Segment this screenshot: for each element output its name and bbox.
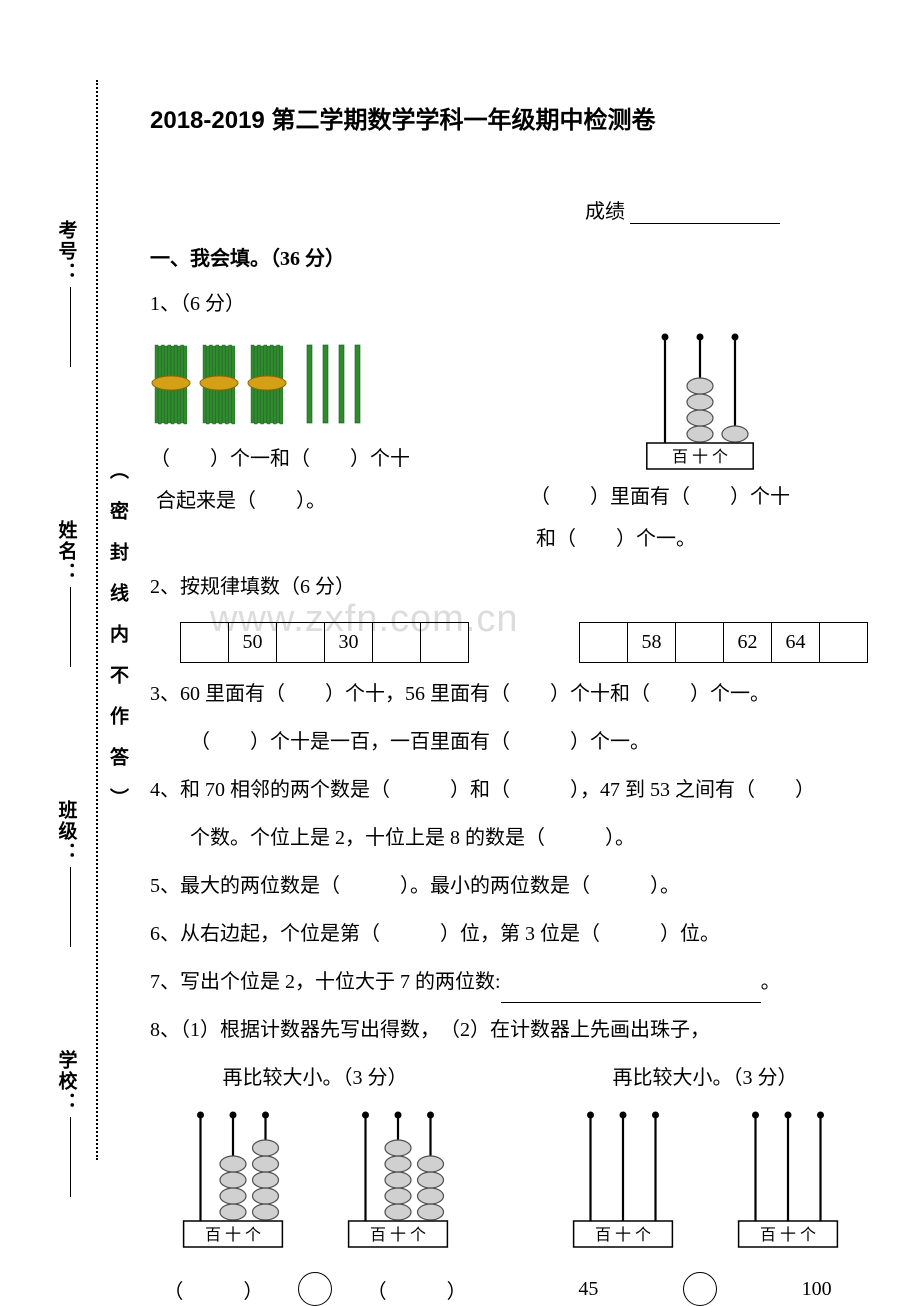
abacus-q1: 百 十 个 (630, 331, 770, 471)
abacus-8-right-a[interactable]: 百 十 个 (558, 1109, 688, 1249)
compare-circle[interactable] (298, 1272, 332, 1306)
q6: 6、从右边起，个位是第（ ）位，第 3 位是（ ）位。 (150, 913, 870, 955)
margin-examno: 考号： (53, 220, 80, 283)
q4-line1: 4、和 70 相邻的两个数是（ ）和（ ），47 到 53 之间有（ ） (150, 769, 870, 811)
cmp-right-b: 100 (802, 1278, 832, 1301)
sticks-bundles (150, 337, 410, 432)
q8-sub1: 再比较大小。（3 分） (150, 1057, 480, 1099)
num-cell[interactable] (820, 623, 868, 663)
q5: 5、最大的两位数是（ ）。最小的两位数是（ ）。 (150, 865, 870, 907)
cmp-left-b[interactable]: （ ） (367, 1275, 467, 1304)
q1-left-line1: （ ）个一和（ ）个十 (150, 438, 490, 480)
underline (61, 287, 71, 367)
q8-sub2: 再比较大小。（3 分） (540, 1057, 870, 1099)
svg-text:百 十 个: 百 十 个 (594, 1226, 650, 1244)
underline (61, 1117, 71, 1197)
score-label: 成绩 (585, 201, 625, 223)
num-cell[interactable] (181, 623, 229, 663)
num-cell[interactable]: 64 (772, 623, 820, 663)
num-cell[interactable]: 30 (325, 623, 373, 663)
underline (61, 867, 71, 947)
score-underline[interactable] (630, 223, 780, 224)
q7-blank[interactable] (501, 1002, 761, 1003)
q3-line2: （ ）个十是一百，一百里面有（ ）个一。 (150, 721, 870, 763)
q7: 7、写出个位是 2，十位大于 7 的两位数: 。 (150, 961, 870, 1003)
q1-right-line2: 和（ ）个一。 (530, 518, 870, 560)
exam-title: 2018-2019 第二学期数学学科一年级期中检测卷 (150, 100, 870, 135)
seal-text: （密封线内不作答） (104, 460, 131, 829)
abacus-8-right-b[interactable]: 百 十 个 (723, 1109, 853, 1249)
cmp-right-a: 45 (578, 1278, 598, 1301)
q1-left-line2: 合起来是（ ）。 (150, 480, 490, 522)
q3-line1: 3、60 里面有（ ）个十，56 里面有（ ）个十和（ ）个一。 (150, 673, 870, 715)
num-cell[interactable]: 50 (229, 623, 277, 663)
num-cell[interactable] (676, 623, 724, 663)
num-cell[interactable] (421, 623, 469, 663)
q2-label: 2、按规律填数（6 分） (150, 566, 870, 608)
margin-name: 姓名： (53, 520, 80, 583)
margin-school: 学校： (53, 1050, 80, 1113)
svg-text:百 十 个: 百 十 个 (369, 1226, 425, 1244)
num-cell[interactable] (580, 623, 628, 663)
score-line: 成绩 (150, 195, 870, 224)
q2-table2[interactable]: 58 6264 (579, 622, 868, 663)
margin-class: 班级： (53, 800, 80, 863)
num-cell[interactable]: 62 (724, 623, 772, 663)
q7-suffix: 。 (761, 971, 781, 993)
svg-text:百 十 个: 百 十 个 (759, 1226, 815, 1244)
q7-prefix: 7、写出个位是 2，十位大于 7 的两位数: (150, 971, 501, 993)
q8-line1: 8、（1）根据计数器先写出得数， （2）在计数器上先画出珠子， (150, 1009, 870, 1051)
cmp-left-a[interactable]: （ ） (163, 1275, 263, 1304)
num-cell[interactable] (277, 623, 325, 663)
q2-table1[interactable]: 50 30 (180, 622, 469, 663)
exam-content: 2018-2019 第二学期数学学科一年级期中检测卷 成绩 一、我会填。（36 … (150, 100, 870, 1306)
q1-right-line1: （ ）里面有（ ）个十 (530, 476, 870, 518)
binding-margin: 学校： 班级： 姓名： 考号： （密封线内不作答） (38, 80, 128, 1160)
section1-head: 一、我会填。（36 分） (150, 242, 870, 271)
num-cell[interactable]: 58 (628, 623, 676, 663)
q1-label: 1、（6 分） (150, 283, 870, 325)
underline (61, 587, 71, 667)
abacus-8-left-a: 百 十 个 (168, 1109, 298, 1249)
svg-text:百 十 个: 百 十 个 (204, 1226, 260, 1244)
q1-row: （ ）个一和（ ）个十 合起来是（ ）。 百 十 个 （ ）里面有（ ）个十 和… (150, 331, 870, 566)
dotted-line (96, 80, 98, 1160)
svg-text:百 十 个: 百 十 个 (672, 448, 728, 466)
compare-circle[interactable] (683, 1272, 717, 1306)
num-cell[interactable] (373, 623, 421, 663)
abacus-8-left-b: 百 十 个 (333, 1109, 463, 1249)
q4-line2: 个数。个位上是 2，十位上是 8 的数是（ ）。 (150, 817, 870, 859)
